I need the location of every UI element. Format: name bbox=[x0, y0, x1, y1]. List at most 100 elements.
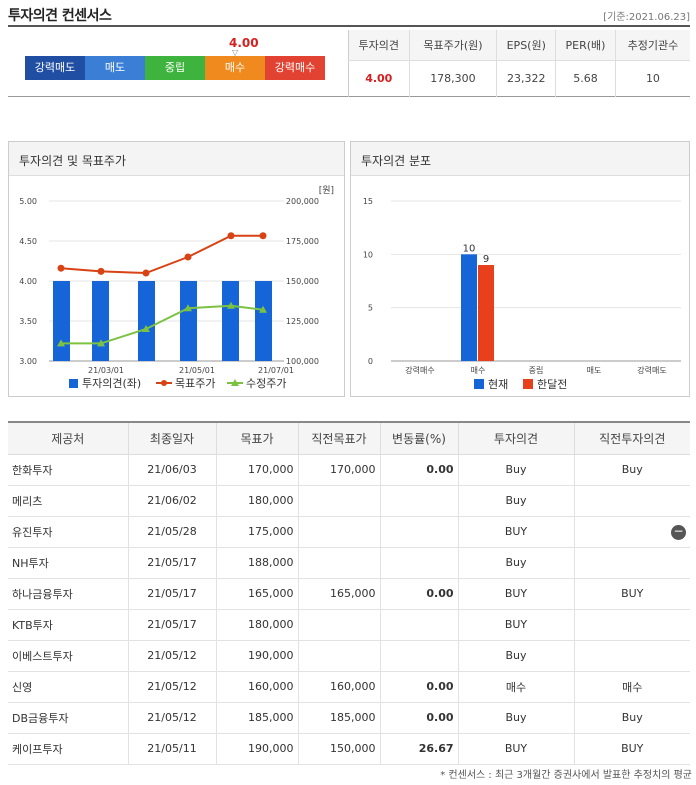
table-row: 신영 21/05/12 160,000 160,000 0.00 매수 매수 bbox=[8, 670, 690, 703]
legend-dot-icon bbox=[161, 380, 167, 386]
table-cell bbox=[379, 515, 459, 548]
summary-header-eps: EPS(원) bbox=[496, 30, 557, 61]
bar-value-label: 9 bbox=[483, 254, 489, 265]
distribution-bar bbox=[461, 254, 477, 361]
adjusted-price-line bbox=[61, 304, 264, 345]
table-cell: 0.00 bbox=[379, 453, 459, 486]
consensus-summary-table: 투자의견 목표주가(원) EPS(원) PER(배) 추정기관수 4.00 17… bbox=[348, 30, 690, 97]
table-cell bbox=[297, 515, 381, 548]
table-cell: 한화투자 bbox=[8, 453, 129, 486]
table-cell: BUY bbox=[573, 577, 690, 610]
opinion-bar bbox=[92, 281, 109, 361]
table-cell: Buy bbox=[457, 453, 575, 486]
right-tick-label: 175,000 bbox=[286, 237, 319, 246]
footnote: * 컨센서스 : 최근 3개월간 증권사에서 발표한 추정치의 평균 bbox=[440, 770, 692, 781]
opinion-target-chart-panel: 투자의견 및 목표주가 5.00 200,000 4.50 175,000 4.00 15… bbox=[8, 141, 345, 397]
table-cell: 165,000 bbox=[215, 577, 299, 610]
y-tick-label: 0 bbox=[368, 357, 373, 366]
table-cell: 170,000 bbox=[215, 453, 299, 486]
table-cell: 185,000 bbox=[215, 701, 299, 734]
table-cell: 180,000 bbox=[215, 608, 299, 641]
table-cell bbox=[573, 639, 690, 672]
table-cell: KTB투자 bbox=[8, 608, 129, 641]
table-cell: BUY bbox=[457, 577, 575, 610]
table-cell: 188,000 bbox=[215, 546, 299, 579]
table-cell: BUY bbox=[457, 608, 575, 641]
panel-header bbox=[351, 142, 689, 176]
target-price-point bbox=[227, 232, 235, 240]
summary-target: 178,300 bbox=[409, 60, 498, 97]
summary-header-target: 목표주가(원) bbox=[409, 30, 498, 61]
table-cell bbox=[297, 639, 381, 672]
table-row: 메리츠 21/06/02 180,000 Buy bbox=[8, 484, 690, 517]
x-tick-label: 21/05/01 bbox=[179, 366, 215, 375]
target-price-line bbox=[60, 234, 263, 275]
adjusted-price-point bbox=[142, 325, 150, 332]
legend-label: 투자의견(좌) bbox=[82, 377, 141, 390]
table-cell bbox=[379, 608, 459, 641]
scale-strong-sell: 강력매도 bbox=[25, 56, 85, 80]
table-cell: DB금융투자 bbox=[8, 701, 129, 734]
table-row: 이베스트투자 21/05/12 190,000 Buy bbox=[8, 639, 690, 672]
table-cell: Buy bbox=[457, 701, 575, 734]
broker-table-header: 제공처 최종일자 목표가 직전목표가 변동률(%) 투자의견 직전투자의견 bbox=[8, 421, 690, 455]
table-cell: Buy bbox=[457, 639, 575, 672]
right-tick-label: 150,000 bbox=[286, 277, 319, 286]
table-cell: 0.00 bbox=[379, 577, 459, 610]
opinion-bar bbox=[222, 281, 239, 361]
table-cell: 150,000 bbox=[297, 732, 381, 765]
scale-neutral: 중립 bbox=[145, 56, 205, 80]
table-row: 케이프투자 21/05/11 190,000 150,000 26.67 BUY BUY bbox=[8, 732, 690, 765]
table-cell: BUY bbox=[457, 732, 575, 765]
opinion-target-chart: 5.00 200,000 4.50 175,000 4.00 150,000 3.50 125… bbox=[19, 185, 334, 390]
y-tick-label: 15 bbox=[363, 197, 373, 206]
broker-col-header: 제공처 bbox=[8, 421, 129, 455]
broker-col-header: 변동률(%) bbox=[379, 421, 459, 455]
opinion-value: 4.00 bbox=[229, 36, 259, 50]
opinion-distribution-panel: 투자의견 분포 15 10 5 0 강력매수 매수 10 9 중립 매도 강력매도 현재 한달전 bbox=[350, 141, 690, 397]
category-label: 중립 bbox=[529, 366, 544, 375]
broker-col-header: 최종일자 bbox=[127, 421, 217, 455]
table-cell: 185,000 bbox=[297, 701, 381, 734]
table-cell: 21/05/11 bbox=[127, 732, 217, 765]
table-cell: 21/05/12 bbox=[127, 639, 217, 672]
table-cell bbox=[573, 484, 690, 517]
table-row: 유진투자 21/05/28 175,000 BUY bbox=[8, 515, 690, 548]
table-cell: 21/05/12 bbox=[127, 670, 217, 703]
table-cell: 이베스트투자 bbox=[8, 639, 129, 672]
summary-eps: 23,322 bbox=[496, 60, 557, 97]
x-tick-label: 21/07/01 bbox=[258, 366, 294, 375]
opinion-scale: 강력매도 매도 중립 매수 강력매수 bbox=[25, 56, 325, 80]
distribution-bar bbox=[478, 265, 494, 361]
table-cell: Buy bbox=[457, 546, 575, 579]
header-divider bbox=[8, 25, 690, 27]
table-cell: Buy bbox=[573, 701, 690, 734]
chart1-title: 투자의견 및 목표주가 bbox=[19, 154, 126, 168]
table-cell: 160,000 bbox=[215, 670, 299, 703]
table-cell bbox=[297, 484, 381, 517]
legend-bar-icon bbox=[69, 379, 78, 388]
broker-table: 제공처 최종일자 목표가 직전목표가 변동률(%) 투자의견 직전투자의견 한화투자 21/0… bbox=[8, 421, 690, 765]
left-tick-label: 3.00 bbox=[19, 357, 37, 366]
table-cell: 26.67 bbox=[379, 732, 459, 765]
table-cell: 175,000 bbox=[215, 515, 299, 548]
broker-col-header: 직전투자의견 bbox=[573, 421, 690, 455]
opinion-marker-icon: ▽ bbox=[232, 48, 239, 57]
target-price-point bbox=[57, 264, 65, 272]
table-cell: 165,000 bbox=[297, 577, 381, 610]
table-cell: 21/05/28 bbox=[127, 515, 217, 548]
table-cell: BUY bbox=[457, 515, 575, 548]
table-cell bbox=[573, 546, 690, 579]
summary-per: 5.68 bbox=[555, 60, 616, 97]
legend-label: 목표주가 bbox=[175, 377, 215, 390]
collapse-button[interactable]: − bbox=[671, 525, 686, 540]
y-tick-label: 5 bbox=[368, 304, 373, 313]
adjusted-price-point bbox=[97, 339, 105, 347]
legend-current-icon bbox=[474, 379, 484, 389]
table-cell: 180,000 bbox=[215, 484, 299, 517]
table-cell: 메리츠 bbox=[8, 484, 129, 517]
table-cell: Buy bbox=[573, 453, 690, 486]
table-row: 한화투자 21/06/03 170,000 170,000 0.00 Buy Buy bbox=[8, 453, 690, 486]
left-tick-label: 4.00 bbox=[19, 277, 37, 286]
bar-value-label: 10 bbox=[463, 243, 476, 254]
